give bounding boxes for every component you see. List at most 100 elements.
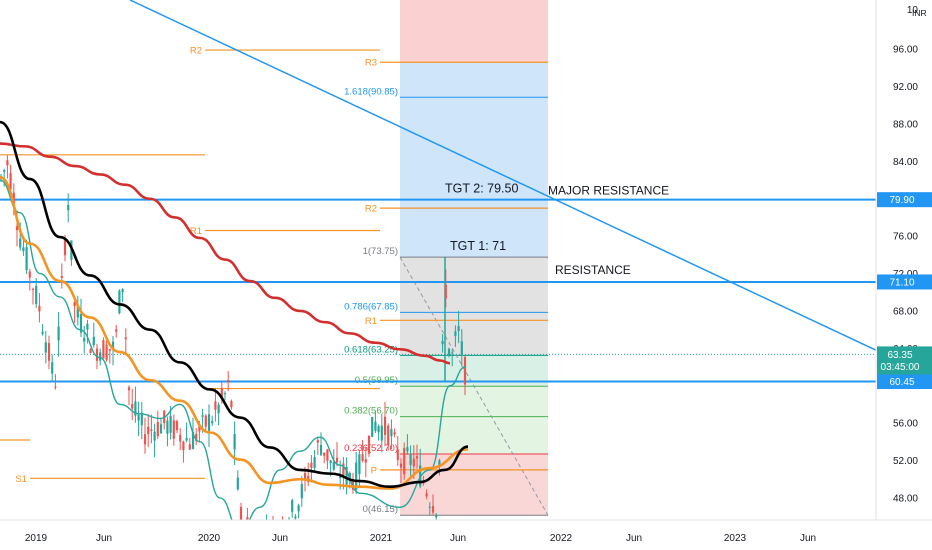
candle-body (355, 462, 358, 490)
candle-body (396, 449, 399, 461)
candle-body (204, 415, 207, 427)
candle-body (374, 421, 377, 432)
pivot-label: S1 (15, 474, 27, 485)
time-tick: Jun (626, 533, 642, 544)
candle-body (214, 401, 217, 410)
candle-body (38, 305, 41, 312)
candle-body (9, 173, 12, 190)
fib-label: 0.382(56.70) (344, 406, 398, 417)
price-tick: 92.00 (893, 82, 918, 93)
candle-body (134, 401, 137, 416)
candle-body (51, 362, 54, 374)
candle-body (57, 326, 60, 341)
tgt1-label: TGT 1: 71 (450, 239, 506, 253)
candle-body (159, 424, 163, 434)
candle-body (124, 337, 127, 340)
candle-body (3, 170, 6, 172)
fib-diagonal (399, 256, 549, 516)
price-tick: 88.00 (893, 119, 918, 130)
price-tick: 68.00 (893, 306, 918, 317)
candle-body (102, 340, 105, 359)
candle-body (233, 434, 236, 450)
tgt2-label: TGT 2: 79.50 (445, 182, 518, 196)
time-tick: 2023 (724, 533, 747, 544)
candle-body (294, 516, 297, 519)
time-tick: 2020 (198, 533, 221, 544)
candle-body (444, 284, 447, 299)
candle-body (150, 429, 153, 432)
pivot-label: R2 (190, 46, 202, 57)
candle-body (28, 271, 31, 278)
pivot-levels: R2 R1 S1 R3 R2 R1 P (0, 46, 548, 485)
candles (0, 155, 467, 550)
candle-body (25, 247, 28, 271)
band-gray (400, 257, 548, 356)
candle-body (431, 505, 435, 513)
current-price-text: 63.35 (887, 350, 912, 361)
current-price-tag (877, 346, 932, 375)
price-axis-bg (876, 0, 932, 520)
candle-body (358, 454, 361, 475)
ma-line-0 (0, 142, 451, 365)
candle-body (300, 484, 303, 499)
candle-body (198, 424, 201, 432)
candle-body (211, 421, 214, 424)
candle-body (223, 393, 227, 395)
moving-averages (0, 120, 469, 532)
candle-body (326, 449, 329, 461)
pivot-label: R2 (365, 204, 377, 215)
ma-line-2 (0, 175, 469, 490)
candle-body (76, 305, 79, 318)
time-tick: 2021 (370, 533, 393, 544)
candle-body (41, 331, 44, 335)
candle-body (15, 226, 19, 231)
candle-body (303, 472, 307, 480)
candle-body (428, 506, 431, 508)
candle-body (393, 432, 396, 435)
candle-body (415, 456, 419, 459)
level-tag-text: 71.10 (889, 277, 914, 288)
candle-body (147, 426, 150, 435)
currency-label: INR (912, 8, 927, 18)
trendline (129, 0, 877, 351)
candle-body (60, 275, 63, 278)
candle-body (409, 454, 412, 465)
candle-body (137, 414, 140, 421)
candle-body (156, 422, 159, 437)
price-tick: 52.00 (893, 456, 918, 467)
candle-body (89, 349, 92, 354)
candle-body (188, 444, 191, 450)
candle-body (335, 457, 339, 463)
time-tick: Jun (96, 533, 112, 544)
candle-body (121, 288, 124, 293)
candle-body (239, 506, 243, 523)
candle-body (447, 348, 451, 356)
candle-body (105, 344, 108, 360)
price-axis[interactable]: 1096.0092.0088.0084.0080.0076.0072.0068.… (875, 0, 932, 520)
price-tick: 48.00 (893, 493, 918, 504)
candle-body (175, 421, 179, 431)
level-tag-text: 79.90 (889, 195, 914, 206)
candle-body (140, 412, 143, 426)
candle-body (35, 285, 38, 305)
fib-label: 1(73.75) (363, 246, 398, 257)
candle-body (332, 462, 335, 470)
candle-body (182, 441, 185, 451)
candle-body (460, 341, 463, 355)
band-blue (400, 62, 548, 258)
time-axis[interactable]: 2019 Jun 2020 Jun 2021 Jun 2022 Jun 2023 Jun (0, 519, 932, 550)
candle-body (438, 460, 441, 466)
candle-body (118, 290, 121, 314)
price-tick: 76.00 (893, 232, 918, 243)
candle-body (316, 440, 319, 443)
resistance-label: RESISTANCE (555, 263, 631, 277)
candle-body (67, 204, 70, 210)
candle-body (371, 417, 374, 437)
candle-body (111, 341, 115, 350)
candle-body (86, 323, 89, 330)
candle-body (22, 247, 25, 252)
candle-body (73, 302, 76, 307)
candle-body (291, 500, 294, 512)
candle-body (172, 420, 175, 439)
